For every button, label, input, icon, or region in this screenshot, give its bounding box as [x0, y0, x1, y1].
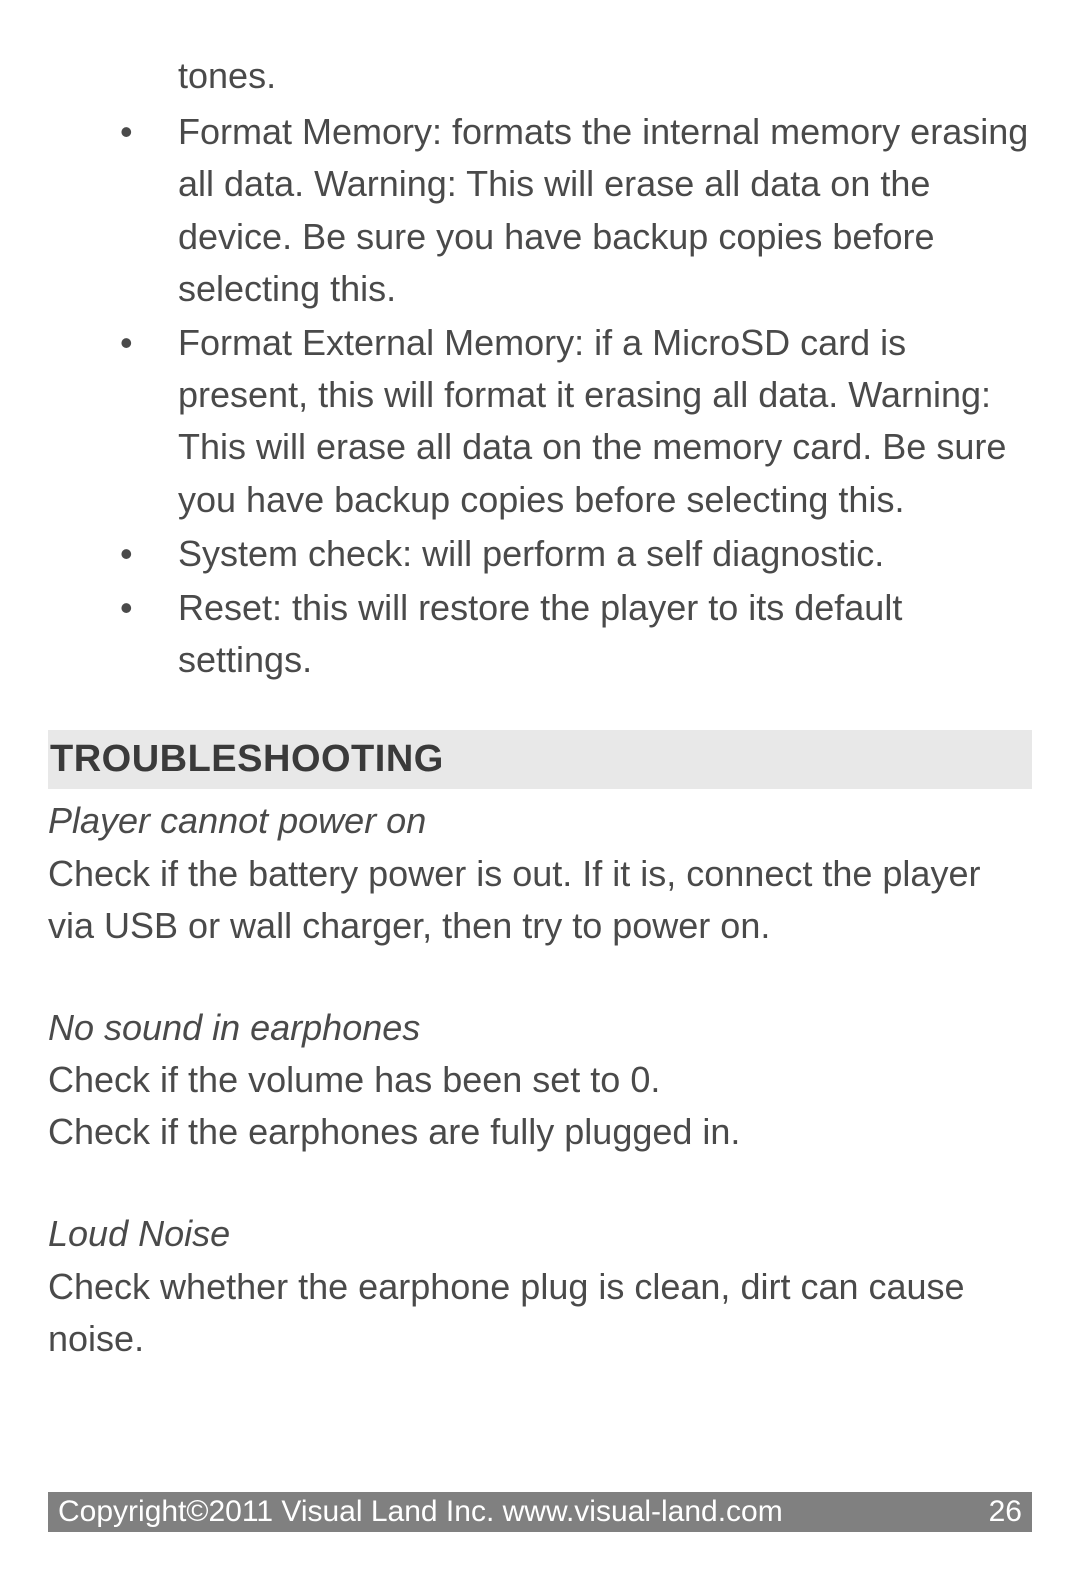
footer-page-number: 26 — [989, 1495, 1022, 1529]
page-content: tones. Format Memory: formats the intern… — [48, 50, 1032, 1365]
list-item: System check: will perform a self diagno… — [108, 528, 1032, 580]
list-item: Format External Memory: if a MicroSD car… — [108, 317, 1032, 526]
page-footer: Copyright©2011 Visual Land Inc. www.visu… — [48, 1492, 1032, 1532]
continuation-text: tones. — [178, 50, 1032, 102]
subsection-body: Check if the volume has been set to 0.Ch… — [48, 1054, 1032, 1158]
subsection-title: Player cannot power on — [48, 795, 1032, 847]
list-item: Format Memory: formats the internal memo… — [108, 106, 1032, 315]
section-heading: TROUBLESHOOTING — [48, 730, 1032, 789]
subsection-body: Check if the battery power is out. If it… — [48, 848, 1032, 952]
troubleshooting-section: Player cannot power on Check if the batt… — [48, 795, 1032, 1365]
subsection-body: Check whether the earphone plug is clean… — [48, 1261, 1032, 1365]
list-item: Reset: this will restore the player to i… — [108, 582, 1032, 686]
bullet-list: Format Memory: formats the internal memo… — [108, 106, 1032, 686]
footer-copyright: Copyright©2011 Visual Land Inc. www.visu… — [58, 1495, 783, 1529]
subsection-title: No sound in earphones — [48, 1002, 1032, 1054]
subsection-title: Loud Noise — [48, 1208, 1032, 1260]
